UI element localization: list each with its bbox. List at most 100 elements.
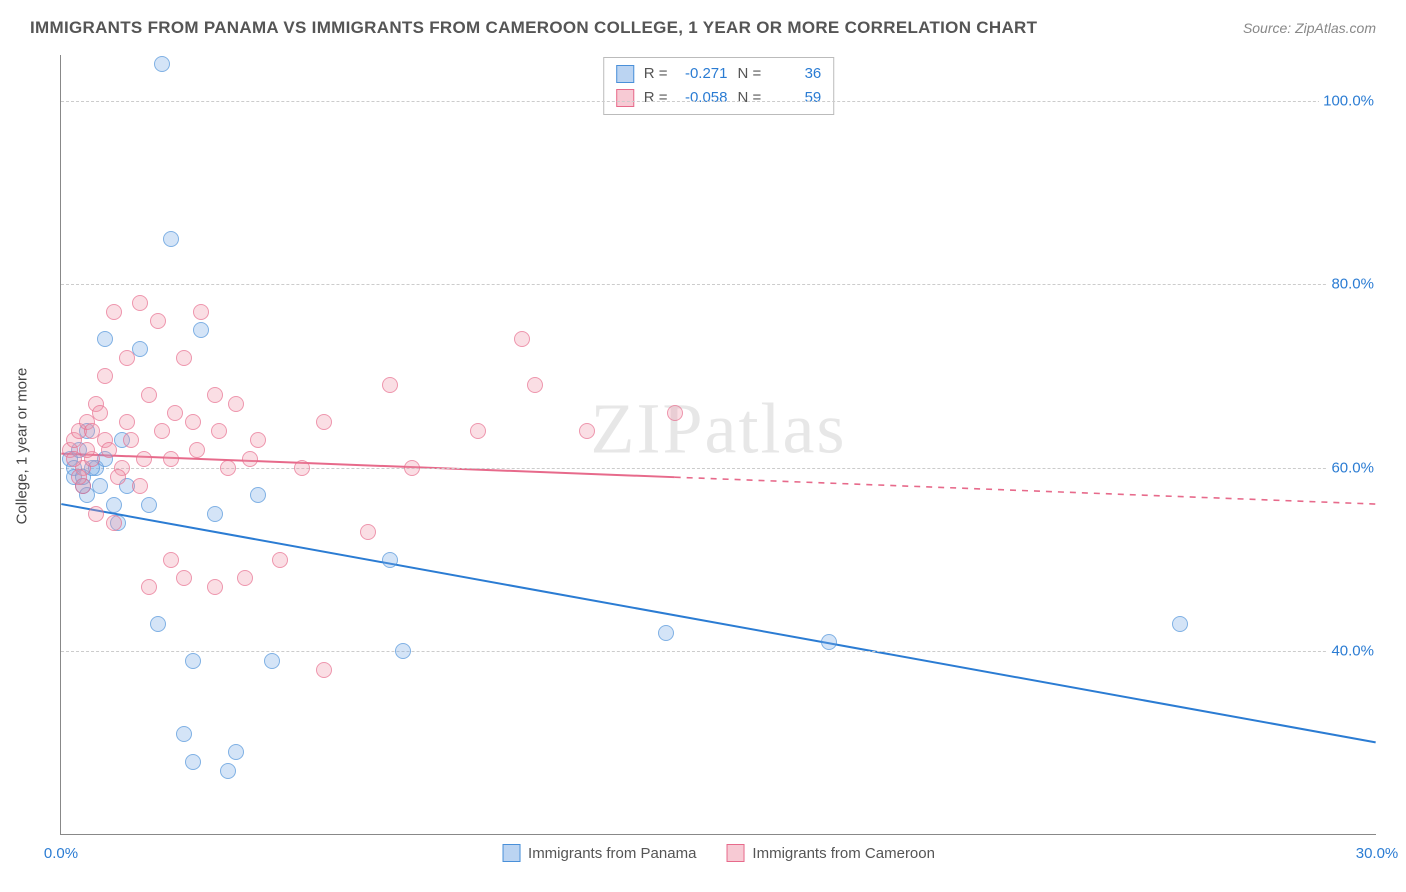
swatch-cameroon-icon <box>616 89 634 107</box>
bottom-legend: Immigrants from Panama Immigrants from C… <box>502 844 935 862</box>
data-point <box>92 405 108 421</box>
data-point <box>211 423 227 439</box>
data-point <box>119 414 135 430</box>
data-point <box>106 497 122 513</box>
data-point <box>193 304 209 320</box>
data-point <box>395 643 411 659</box>
plot-area: ZIPatlas R = -0.271 N = 36 R = -0.058 N … <box>60 55 1376 835</box>
data-point <box>242 451 258 467</box>
legend-item-panama: Immigrants from Panama <box>502 844 696 862</box>
data-point <box>1172 616 1188 632</box>
data-point <box>154 56 170 72</box>
data-point <box>514 331 530 347</box>
gridline <box>61 468 1376 469</box>
y-axis-label: College, 1 year or more <box>14 368 31 525</box>
data-point <box>470 423 486 439</box>
data-point <box>150 616 166 632</box>
r-value-cameroon: -0.058 <box>678 86 728 110</box>
data-point <box>360 524 376 540</box>
data-point <box>150 313 166 329</box>
legend-item-cameroon: Immigrants from Cameroon <box>726 844 935 862</box>
data-point <box>185 653 201 669</box>
data-point <box>272 552 288 568</box>
chart-title: IMMIGRANTS FROM PANAMA VS IMMIGRANTS FRO… <box>30 18 1037 38</box>
data-point <box>667 405 683 421</box>
data-point <box>189 442 205 458</box>
source-attribution: Source: ZipAtlas.com <box>1243 20 1376 36</box>
stats-row-panama: R = -0.271 N = 36 <box>616 62 822 86</box>
data-point <box>658 625 674 641</box>
swatch-cameroon-icon <box>726 844 744 862</box>
n-value-cameroon: 59 <box>771 86 821 110</box>
data-point <box>228 396 244 412</box>
data-point <box>97 368 113 384</box>
legend-label-panama: Immigrants from Panama <box>528 845 696 862</box>
gridline <box>61 101 1376 102</box>
data-point <box>382 377 398 393</box>
data-point <box>264 653 280 669</box>
data-point <box>106 515 122 531</box>
data-point <box>71 469 87 485</box>
legend-label-cameroon: Immigrants from Cameroon <box>752 845 935 862</box>
y-tick-label: 40.0% <box>1327 643 1378 660</box>
data-point <box>193 322 209 338</box>
r-value-panama: -0.271 <box>678 62 728 86</box>
data-point <box>250 432 266 448</box>
y-tick-label: 100.0% <box>1319 92 1378 109</box>
data-point <box>207 579 223 595</box>
data-point <box>88 506 104 522</box>
data-point <box>141 579 157 595</box>
y-tick-label: 60.0% <box>1327 459 1378 476</box>
n-value-panama: 36 <box>771 62 821 86</box>
data-point <box>110 469 126 485</box>
stats-row-cameroon: R = -0.058 N = 59 <box>616 86 822 110</box>
data-point <box>141 497 157 513</box>
data-point <box>106 304 122 320</box>
data-point <box>821 634 837 650</box>
data-point <box>101 442 117 458</box>
data-point <box>527 377 543 393</box>
data-point <box>228 744 244 760</box>
data-point <box>132 295 148 311</box>
data-point <box>207 387 223 403</box>
data-point <box>185 414 201 430</box>
gridline <box>61 284 1376 285</box>
data-point <box>579 423 595 439</box>
data-point <box>237 570 253 586</box>
n-label: N = <box>738 62 762 86</box>
data-point <box>167 405 183 421</box>
r-label: R = <box>644 86 668 110</box>
data-point <box>163 552 179 568</box>
data-point <box>84 423 100 439</box>
x-tick-label: 30.0% <box>1356 845 1399 862</box>
data-point <box>154 423 170 439</box>
data-point <box>220 763 236 779</box>
data-point <box>163 451 179 467</box>
data-point <box>316 414 332 430</box>
swatch-panama-icon <box>502 844 520 862</box>
data-point <box>79 442 95 458</box>
y-tick-label: 80.0% <box>1327 276 1378 293</box>
swatch-panama-icon <box>616 65 634 83</box>
x-tick-label: 0.0% <box>44 845 78 862</box>
data-point <box>141 387 157 403</box>
data-point <box>404 460 420 476</box>
data-point <box>220 460 236 476</box>
n-label: N = <box>738 86 762 110</box>
data-point <box>207 506 223 522</box>
data-point <box>119 350 135 366</box>
data-point <box>176 350 192 366</box>
data-point <box>92 478 108 494</box>
data-point <box>382 552 398 568</box>
data-point <box>136 451 152 467</box>
data-point <box>294 460 310 476</box>
data-point <box>123 432 139 448</box>
gridline <box>61 651 1376 652</box>
data-point <box>185 754 201 770</box>
watermark: ZIPatlas <box>591 387 847 470</box>
data-point <box>163 231 179 247</box>
data-point <box>250 487 266 503</box>
data-point <box>316 662 332 678</box>
r-label: R = <box>644 62 668 86</box>
data-point <box>176 570 192 586</box>
